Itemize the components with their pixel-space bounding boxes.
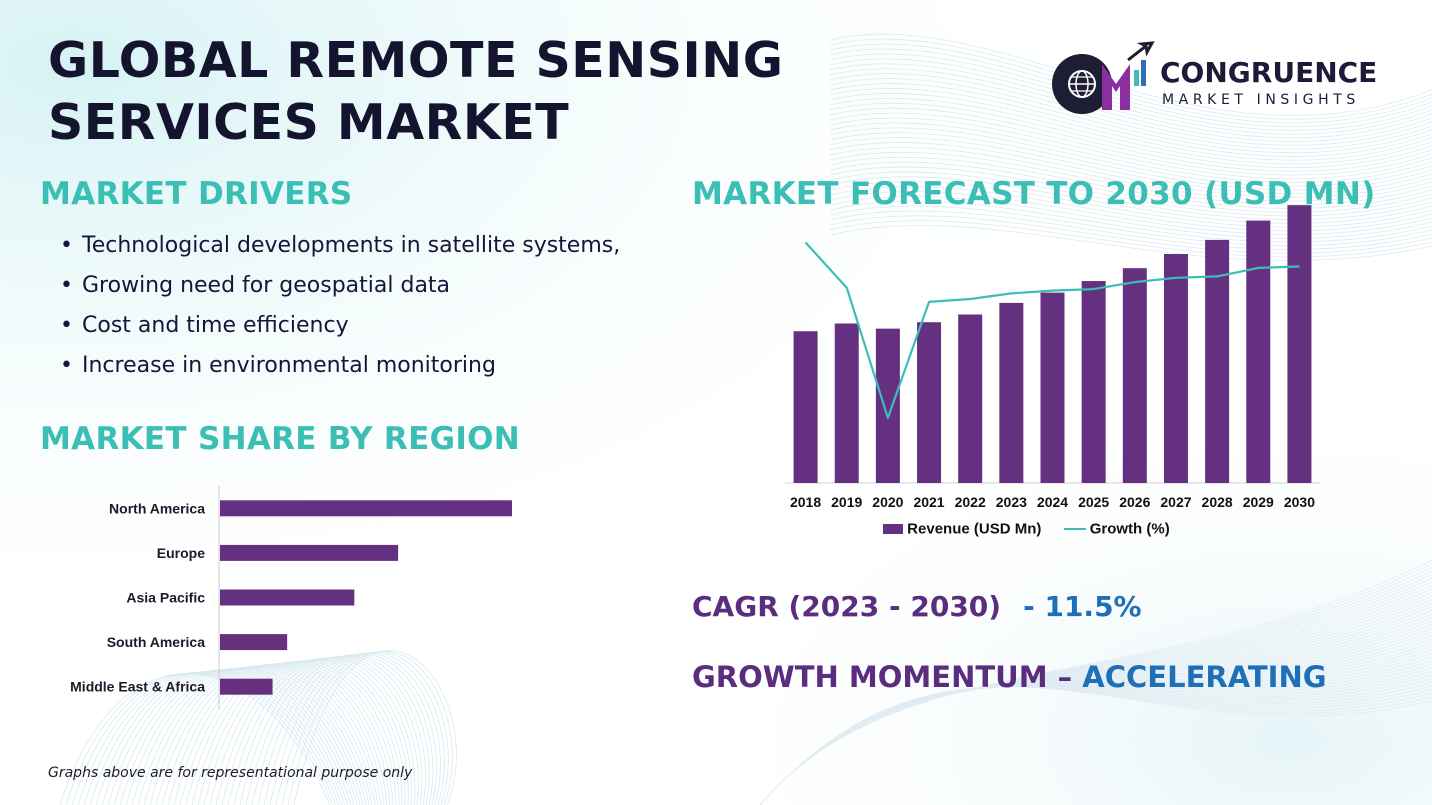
wave-line (829, 215, 1432, 254)
wave-line (829, 220, 1432, 258)
wave-line (197, 660, 400, 805)
bullet-icon: • (60, 313, 73, 338)
legend-line-swatch (1063, 528, 1086, 531)
wave-line (829, 191, 1432, 235)
wave-line (829, 195, 1432, 239)
wave-line (143, 665, 373, 805)
wave-line (155, 664, 379, 805)
list-item: • Technological developments in satellite… (60, 228, 620, 268)
wave-line (829, 181, 1432, 228)
wave-line (209, 659, 406, 805)
driver-text: Increase in environmental monitoring (82, 353, 496, 378)
page-title: GLOBAL REMOTE SENSING SERVICES MARKET (48, 30, 784, 154)
title-line-1: GLOBAL REMOTE SENSING (48, 32, 784, 89)
forecast-heading: MARKET FORECAST TO 2030 (USD MN) (692, 176, 1376, 212)
driver-text: Technological developments in satellite … (82, 233, 621, 258)
wave-line (137, 666, 370, 805)
wave-line (203, 660, 403, 805)
logo-wordmark: CONGRUENCE (1160, 56, 1378, 89)
legend-revenue: Revenue (USD Mn) (907, 520, 1042, 538)
wave-line (161, 664, 382, 805)
wave-line (829, 152, 1432, 206)
wave-line (829, 210, 1432, 250)
wave-line (829, 132, 1432, 191)
chart-legend: Revenue (USD Mn) Growth (%) (883, 520, 1170, 540)
wave-line (239, 656, 423, 805)
wave-line (287, 650, 453, 805)
company-logo: CONGRUENCE MARKET INSIGHTS (1046, 40, 1396, 120)
wave-line (829, 122, 1432, 183)
wave-line (281, 651, 449, 805)
wave-line (829, 92, 1432, 161)
bullet-icon: • (60, 353, 73, 378)
wave-line (227, 657, 416, 805)
wave-line (829, 97, 1432, 165)
wave-line (263, 653, 437, 805)
wave-line (269, 652, 441, 805)
wave-line (251, 655, 430, 805)
wave-line (829, 142, 1432, 198)
wave-line (829, 107, 1432, 172)
wave-line (149, 665, 376, 805)
list-item: • Growing need for geospatial data (60, 268, 620, 308)
wave-line (829, 176, 1432, 224)
wave-line (829, 117, 1432, 180)
wave-line (829, 137, 1432, 194)
wave-line (233, 656, 419, 805)
wave-line (829, 83, 1432, 154)
wave-line (829, 147, 1432, 202)
wave-line (829, 68, 1432, 142)
footnote: Graphs above are for representational pu… (48, 765, 413, 781)
driver-text: Cost and time efficiency (82, 313, 349, 338)
wave-line (215, 658, 409, 805)
momentum-value: ACCELERATING (1072, 660, 1327, 694)
wave-line (257, 654, 434, 805)
drivers-list: • Technological developments in satellite… (60, 228, 620, 388)
wave-line (829, 112, 1432, 176)
bullet-icon: • (60, 273, 73, 298)
growth-momentum: GROWTH MOMENTUM – ACCELERATING (692, 660, 1327, 694)
wave-line (293, 650, 457, 805)
wave-line (829, 200, 1432, 243)
drivers-heading: MARKET DRIVERS (40, 176, 353, 212)
title-line-2: SERVICES MARKET (48, 94, 570, 151)
wave-line (221, 658, 413, 805)
wave-line (95, 670, 349, 805)
wave-line (829, 78, 1432, 150)
cagr-label: CAGR (2023 - 2030) (692, 590, 1002, 623)
wave-line (245, 655, 426, 805)
wave-line (829, 205, 1432, 247)
region-heading: MARKET SHARE BY REGION (40, 421, 521, 457)
wave-line (101, 669, 352, 805)
list-item: • Cost and time efficiency (60, 308, 620, 348)
wave-line (759, 686, 1432, 805)
cagr-stat: CAGR (2023 - 2030) - 11.5% (692, 590, 1142, 623)
wave-line (829, 186, 1432, 232)
legend-growth: Growth (%) (1089, 520, 1170, 538)
driver-text: Growing need for geospatial data (82, 273, 451, 298)
wave-line (829, 161, 1432, 213)
wave-line (829, 73, 1432, 146)
wave-line (829, 166, 1432, 217)
bullet-icon: • (60, 233, 73, 258)
wave-line (829, 87, 1432, 157)
momentum-label: GROWTH MOMENTUM – (692, 660, 1073, 694)
wave-line (829, 171, 1432, 221)
cagr-value: - 11.5% (1023, 590, 1142, 623)
wave-line (275, 652, 445, 805)
legend-bar-swatch (883, 524, 903, 535)
logo-tagline: MARKET INSIGHTS (1162, 92, 1360, 108)
wave-line (829, 127, 1432, 187)
list-item: • Increase in environmental monitoring (60, 348, 620, 388)
wave-line (829, 102, 1432, 168)
wave-line (829, 156, 1432, 209)
logo-mark-icon (1052, 41, 1155, 114)
